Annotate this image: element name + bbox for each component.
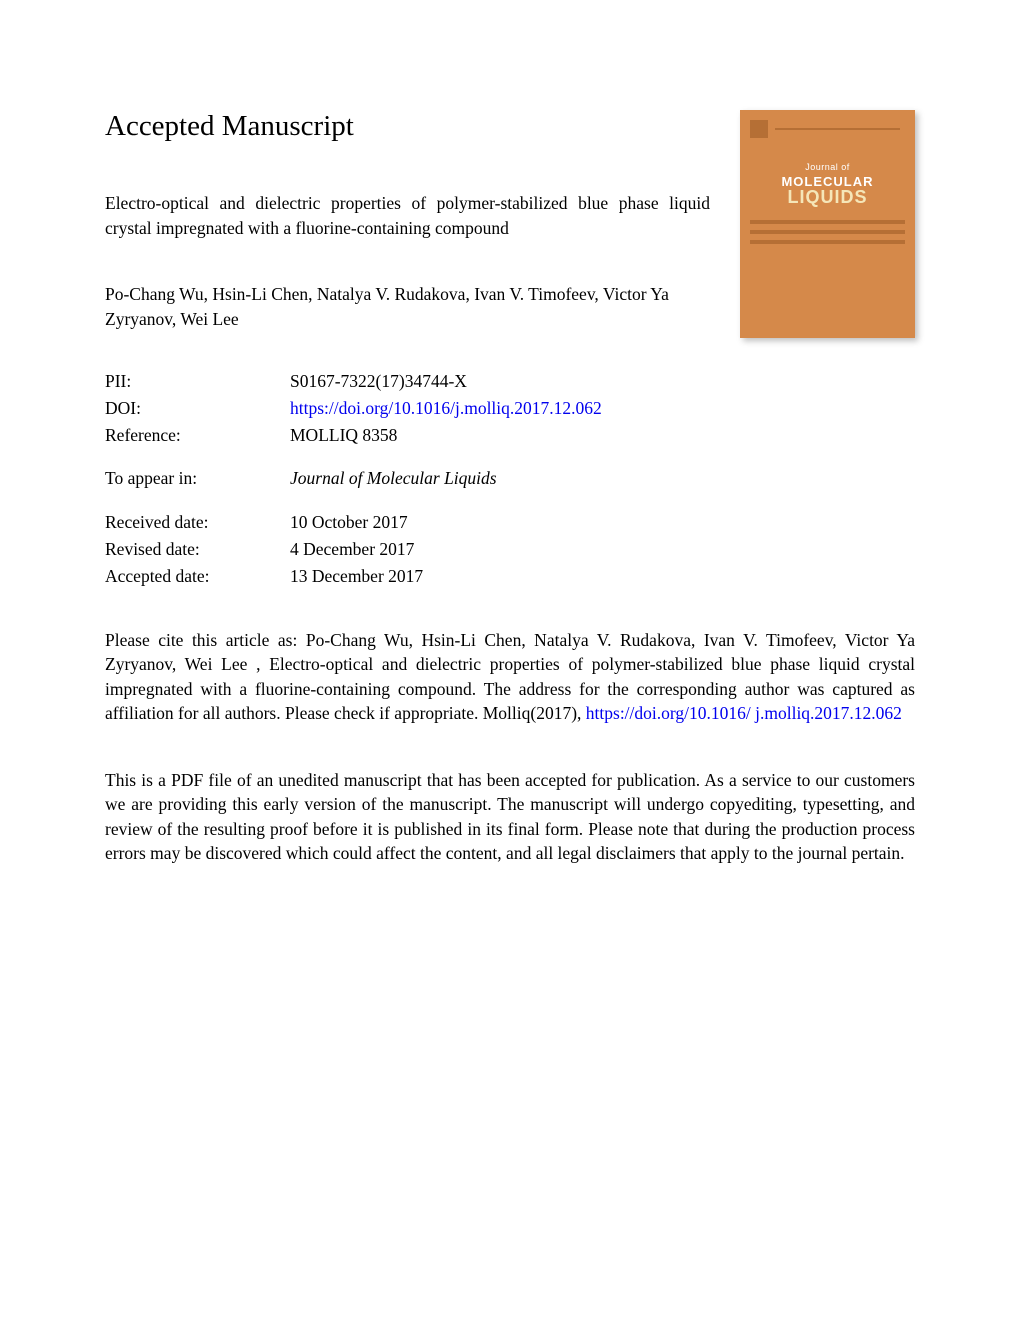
article-title: Electro-optical and dielectric propertie… (105, 191, 710, 240)
authors-list: Po-Chang Wu, Hsin-Li Chen, Natalya V. Ru… (105, 282, 710, 331)
received-value: 10 October 2017 (290, 509, 915, 536)
header-section: Accepted Manuscript Electro-optical and … (105, 110, 915, 338)
cover-bar (750, 220, 905, 224)
journal-cover-image: Journal of MOLECULAR LIQUIDS (740, 110, 915, 338)
citation-doi-link-part2[interactable]: j.molliq.2017.12.062 (755, 703, 902, 723)
received-label: Received date: (105, 509, 290, 536)
meta-group-dates: Received date: 10 October 2017 Revised d… (105, 509, 915, 590)
revised-value: 4 December 2017 (290, 536, 915, 563)
doi-label: DOI: (105, 395, 290, 422)
reference-label: Reference: (105, 422, 290, 449)
citation-doi-link-part1[interactable]: https://doi.org/10.1016/ (586, 703, 751, 723)
cover-decoration-bars (750, 220, 905, 250)
cover-liquids-text: LIQUIDS (740, 187, 915, 208)
meta-row-reference: Reference: MOLLIQ 8358 (105, 422, 915, 449)
appear-label: To appear in: (105, 465, 290, 492)
reference-value: MOLLIQ 8358 (290, 422, 915, 449)
pii-label: PII: (105, 368, 290, 395)
cover-journal-of-text: Journal of (740, 162, 915, 172)
meta-row-doi: DOI: https://doi.org/10.1016/j.molliq.20… (105, 395, 915, 422)
publisher-logo-icon (750, 120, 768, 138)
revised-label: Revised date: (105, 536, 290, 563)
cover-divider (775, 128, 900, 130)
doi-link[interactable]: https://doi.org/10.1016/j.molliq.2017.12… (290, 395, 915, 422)
metadata-section: PII: S0167-7322(17)34744-X DOI: https://… (105, 368, 915, 590)
left-column: Accepted Manuscript Electro-optical and … (105, 110, 740, 331)
disclaimer-text: This is a PDF file of an unedited manusc… (105, 768, 915, 866)
meta-row-appear: To appear in: Journal of Molecular Liqui… (105, 465, 915, 492)
citation-text: Please cite this article as: Po-Chang Wu… (105, 628, 915, 726)
meta-row-received: Received date: 10 October 2017 (105, 509, 915, 536)
meta-group-appear: To appear in: Journal of Molecular Liqui… (105, 465, 915, 492)
meta-row-pii: PII: S0167-7322(17)34744-X (105, 368, 915, 395)
meta-row-revised: Revised date: 4 December 2017 (105, 536, 915, 563)
accepted-value: 13 December 2017 (290, 563, 915, 590)
accepted-label: Accepted date: (105, 563, 290, 590)
meta-row-accepted: Accepted date: 13 December 2017 (105, 563, 915, 590)
appear-value: Journal of Molecular Liquids (290, 465, 915, 492)
page-heading: Accepted Manuscript (105, 110, 710, 143)
cover-title-area: Journal of MOLECULAR LIQUIDS (740, 162, 915, 208)
meta-group-ids: PII: S0167-7322(17)34744-X DOI: https://… (105, 368, 915, 449)
pii-value: S0167-7322(17)34744-X (290, 368, 915, 395)
cover-bar (750, 230, 905, 234)
cover-bar (750, 240, 905, 244)
